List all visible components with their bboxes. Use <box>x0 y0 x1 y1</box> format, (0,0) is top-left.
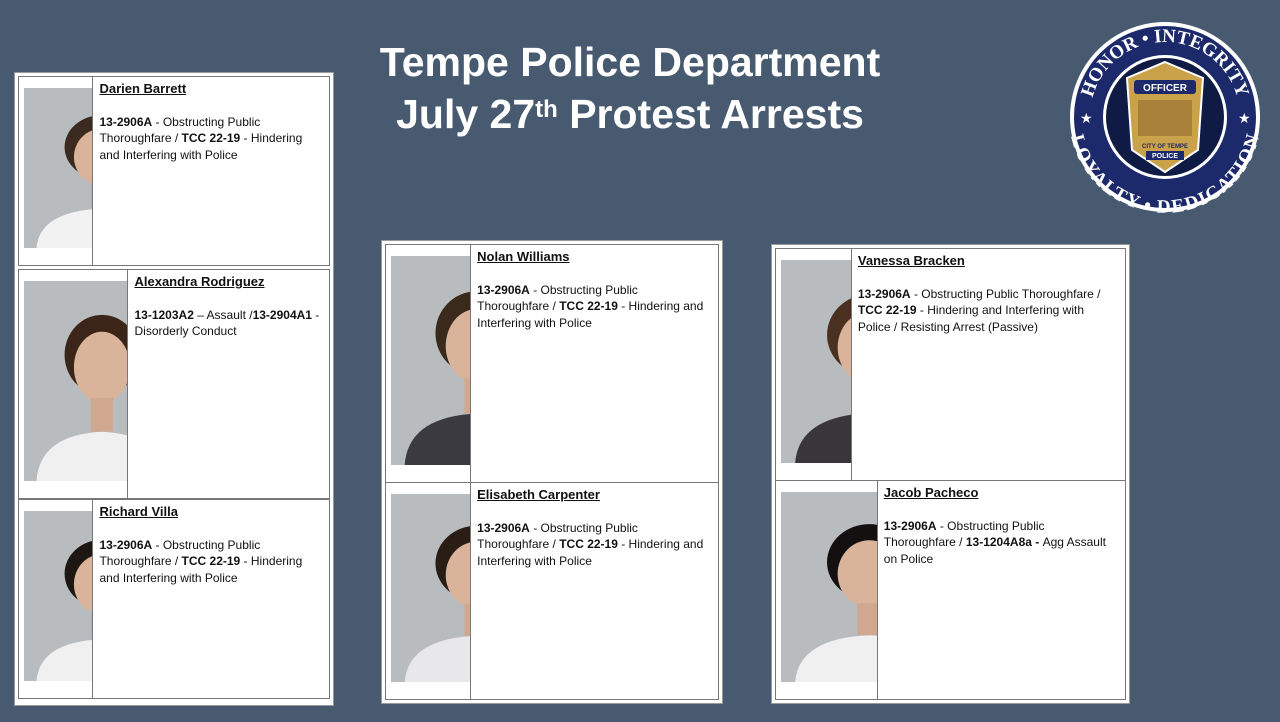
arrest-details: Nolan Williams 13-2906A - Obstructing Pub… <box>471 245 718 482</box>
title-line-2: July 27th Protest Arrests <box>330 88 930 140</box>
mugshot-image <box>24 511 93 681</box>
charge-code: TCC 22-19 <box>181 554 241 568</box>
charge-description: - Obstructing Public Thoroughfare / <box>99 114 261 146</box>
charges: 13-2906A - Obstructing Public Thoroughfa… <box>884 518 1119 568</box>
arrestee-name: Elisabeth Carpenter <box>477 487 600 502</box>
charges: 13-2906A - Obstructing Public Thoroughfa… <box>858 286 1119 336</box>
charge-code: 13-2906A <box>883 518 937 533</box>
charge-description: - Hindering and Interfering with Police <box>477 537 704 568</box>
title-line-1: Tempe Police Department <box>379 39 881 85</box>
mugshot-image <box>391 494 471 682</box>
mugshot-image <box>24 281 128 481</box>
arrestee-name: Alexandra Rodriguez <box>134 274 265 289</box>
charge-code: 13-2906A <box>99 537 153 552</box>
arrest-entry-vanessa-bracken: Vanessa Bracken 13-2906A - Obstructing Pu… <box>775 248 1126 481</box>
charge-description: - Hindering and Interfering with Police <box>99 554 303 585</box>
charge-description: - Hindering and Interfering with Police … <box>857 303 1084 334</box>
svg-text:OFFICER: OFFICER <box>1143 83 1188 94</box>
charges: 13-2906A - Obstructing Public Thoroughfa… <box>99 114 323 164</box>
charges: 13-2906A - Obstructing Public Thoroughfa… <box>477 282 712 332</box>
mugshot-photo <box>776 249 852 480</box>
arrest-card-right: Vanessa Bracken 13-2906A - Obstructing Pu… <box>771 244 1130 704</box>
mugshot-photo <box>19 77 94 265</box>
arrestee-name: Richard Villa <box>99 504 178 519</box>
title-rest: Protest Arrests <box>557 91 864 137</box>
mugshot-photo <box>386 245 472 482</box>
charge-code: TCC 22-19 <box>559 299 618 313</box>
arrestee-name: Vanessa Bracken <box>857 253 965 268</box>
arrest-details: Alexandra Rodriguez 13-1203A2 – Assault /… <box>128 270 329 498</box>
charge-description: - Hindering and Interfering with Police <box>99 131 303 162</box>
charge-code: TCC 22-19 <box>857 303 917 317</box>
mugshot-image <box>781 260 851 463</box>
svg-text:CITY OF TEMPE: CITY OF TEMPE <box>1142 144 1188 150</box>
svg-text:★: ★ <box>1238 110 1251 126</box>
arrestee-name: Darien Barrett <box>99 81 187 96</box>
title-ordinal: th <box>535 96 558 123</box>
mugshot-photo <box>19 500 94 698</box>
arrest-entry-darien-barrett: Darien Barrett 13-2906A - Obstructing Pub… <box>18 76 330 266</box>
charge-code: 13-1204A8a - <box>965 535 1043 549</box>
charge-code: TCC 22-19 <box>181 131 241 145</box>
charge-code: 13-1203A2 <box>134 307 194 322</box>
police-seal-icon: HONOR • INTEGRITY LOYALTY • DEDICATION ★… <box>1068 22 1262 214</box>
mugshot-photo <box>386 483 472 699</box>
arrestee-name: Jacob Pacheco <box>883 485 979 500</box>
arrest-entry-alexandra-rodriguez: Alexandra Rodriguez 13-1203A2 – Assault /… <box>18 269 330 499</box>
mugshot-image <box>781 492 877 682</box>
arrest-entry-elisabeth-carpenter: Elisabeth Carpenter 13-2906A - Obstructin… <box>385 482 719 700</box>
charge-code: 13-2906A <box>477 520 530 535</box>
svg-text:★: ★ <box>1080 110 1093 126</box>
title-date: July 27 <box>396 91 536 137</box>
charges: 13-2906A - Obstructing Public Thoroughfa… <box>477 520 712 570</box>
charge-description: - Obstructing Public Thoroughfare / <box>477 282 638 314</box>
arrest-entry-richard-villa: Richard Villa 13-2906A - Obstructing Publ… <box>18 499 330 699</box>
charge-description: - Obstructing Public Thoroughfare / <box>477 520 638 552</box>
charge-description: - Obstructing Public Thoroughfare / <box>883 518 1045 550</box>
arrest-details: Elisabeth Carpenter 13-2906A - Obstructin… <box>471 483 718 699</box>
charge-description: - Obstructing Public Thoroughfare / <box>99 537 261 569</box>
charge-description: - Disorderly Conduct <box>134 307 320 339</box>
arrest-details: Richard Villa 13-2906A - Obstructing Publ… <box>93 500 329 698</box>
charge-code: TCC 22-19 <box>559 537 618 551</box>
charge-code: 13-2904A1 <box>252 307 312 322</box>
mugshot-image <box>24 88 93 248</box>
arrest-details: Darien Barrett 13-2906A - Obstructing Pub… <box>93 77 329 265</box>
page-title: Tempe Police Department July 27th Protes… <box>330 36 930 140</box>
charges: 13-1203A2 – Assault /13-2904A1 - Disorde… <box>134 307 323 340</box>
svg-text:POLICE: POLICE <box>1152 153 1178 160</box>
arrest-details: Jacob Pacheco 13-2906A - Obstructing Publ… <box>878 481 1125 699</box>
charge-description: - Obstructing Public Thoroughfare / <box>910 286 1101 301</box>
charge-description: - Hindering and Interfering with Police <box>477 299 704 330</box>
mugshot-photo <box>19 270 129 498</box>
charge-description: – Assault / <box>193 307 253 322</box>
charge-code: 13-2906A <box>477 282 530 297</box>
charge-code: 13-2906A <box>99 114 153 129</box>
arrest-card-middle: Nolan Williams 13-2906A - Obstructing Pub… <box>381 240 723 704</box>
charge-description: Agg Assault on Police <box>883 535 1106 566</box>
arrest-entry-nolan-williams: Nolan Williams 13-2906A - Obstructing Pub… <box>385 244 719 483</box>
charges: 13-2906A - Obstructing Public Thoroughfa… <box>99 537 323 587</box>
arrest-entry-jacob-pacheco: Jacob Pacheco 13-2906A - Obstructing Publ… <box>775 480 1126 700</box>
arrestee-name: Nolan Williams <box>477 249 570 264</box>
charge-code: 13-2906A <box>857 286 911 301</box>
mugshot-photo <box>776 481 878 699</box>
mugshot-image <box>391 256 471 465</box>
arrest-card-left: Darien Barrett 13-2906A - Obstructing Pub… <box>14 72 334 706</box>
arrest-details: Vanessa Bracken 13-2906A - Obstructing Pu… <box>852 249 1125 480</box>
